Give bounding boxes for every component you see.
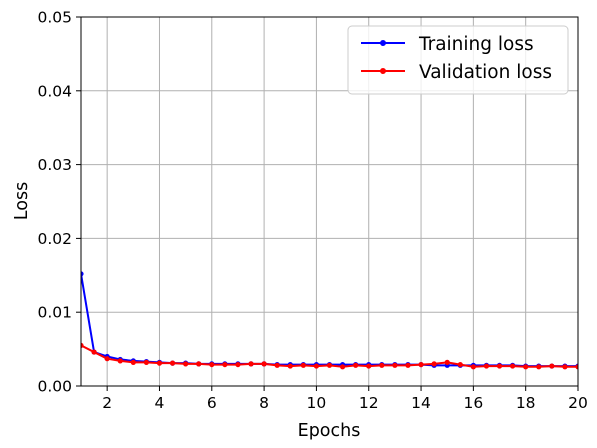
- validation-loss-point: [405, 362, 411, 368]
- x-tick-label: 16: [464, 394, 484, 412]
- validation-loss-point: [418, 361, 424, 368]
- axis-ticks: 2 4 6 8 10 12 14 16 18 20 0.00 0.01 0.02 0.03 0.04 0.05: [37, 9, 587, 413]
- validation-loss-point: [104, 356, 110, 362]
- validation-loss-point: [261, 361, 267, 367]
- validation-loss-point: [562, 364, 568, 370]
- y-tick-label: 0.05: [37, 9, 72, 27]
- x-tick-label: 18: [516, 394, 536, 412]
- x-tick-label: 20: [568, 394, 588, 412]
- x-tick-label: 2: [102, 394, 112, 412]
- y-tick-label: 0.00: [37, 378, 72, 396]
- legend: Training loss Validation loss: [347, 25, 569, 95]
- validation-loss-point: [209, 361, 215, 368]
- y-tick-label: 0.02: [37, 230, 72, 248]
- validation-loss-point: [91, 349, 97, 355]
- y-axis-label: Loss: [12, 182, 32, 220]
- x-tick-label: 6: [207, 394, 217, 412]
- validation-loss-point: [444, 359, 450, 365]
- y-tick-label: 0.01: [37, 304, 72, 322]
- validation-loss-point: [470, 364, 476, 370]
- validation-loss-point: [392, 362, 398, 368]
- validation-loss-point: [379, 362, 385, 368]
- validation-loss-point: [235, 361, 241, 368]
- validation-loss-point: [366, 363, 372, 369]
- x-tick-label: 10: [307, 394, 327, 412]
- validation-loss-point: [483, 363, 490, 369]
- legend-label-validation: Validation loss: [419, 62, 552, 83]
- validation-loss-point: [130, 359, 136, 365]
- x-tick-label: 4: [155, 394, 165, 412]
- validation-loss-point: [353, 362, 359, 368]
- validation-loss-point: [339, 364, 346, 370]
- validation-loss-point: [575, 364, 578, 370]
- validation-loss-point: [169, 360, 176, 366]
- validation-loss-point: [510, 363, 516, 369]
- series-validation-loss: [81, 342, 578, 370]
- series-layer: [81, 271, 578, 370]
- plot-frame: [80, 16, 579, 387]
- legend-label-training: Training loss: [418, 34, 534, 55]
- y-tick-label: 0.03: [37, 156, 72, 174]
- x-tick-label: 12: [359, 394, 379, 412]
- validation-loss-point: [457, 361, 463, 368]
- validation-loss-point: [248, 361, 254, 367]
- validation-loss-point: [496, 363, 503, 369]
- validation-loss-point: [143, 359, 149, 365]
- validation-loss-point: [313, 363, 320, 369]
- validation-loss-point: [196, 361, 202, 367]
- x-axis-label: Epochs: [298, 421, 361, 441]
- validation-loss-point: [274, 362, 280, 368]
- legend-marker-validation: [380, 68, 386, 74]
- validation-loss-point: [523, 364, 529, 370]
- validation-loss-point: [287, 363, 293, 369]
- validation-loss-point: [81, 342, 84, 349]
- training-loss-point: [81, 271, 84, 277]
- y-tick-label: 0.04: [37, 82, 72, 100]
- x-tick-label: 14: [411, 394, 431, 412]
- validation-loss-point: [536, 364, 542, 370]
- validation-loss-point: [549, 363, 555, 369]
- validation-loss-point: [183, 361, 189, 367]
- x-tick-label: 8: [259, 394, 269, 412]
- validation-loss-point: [326, 362, 333, 368]
- validation-loss-point: [156, 360, 163, 366]
- validation-loss-point: [300, 362, 306, 368]
- legend-marker-training: [380, 40, 386, 46]
- validation-loss-point: [431, 361, 437, 367]
- validation-loss-point: [117, 358, 123, 364]
- validation-loss-point: [222, 361, 228, 368]
